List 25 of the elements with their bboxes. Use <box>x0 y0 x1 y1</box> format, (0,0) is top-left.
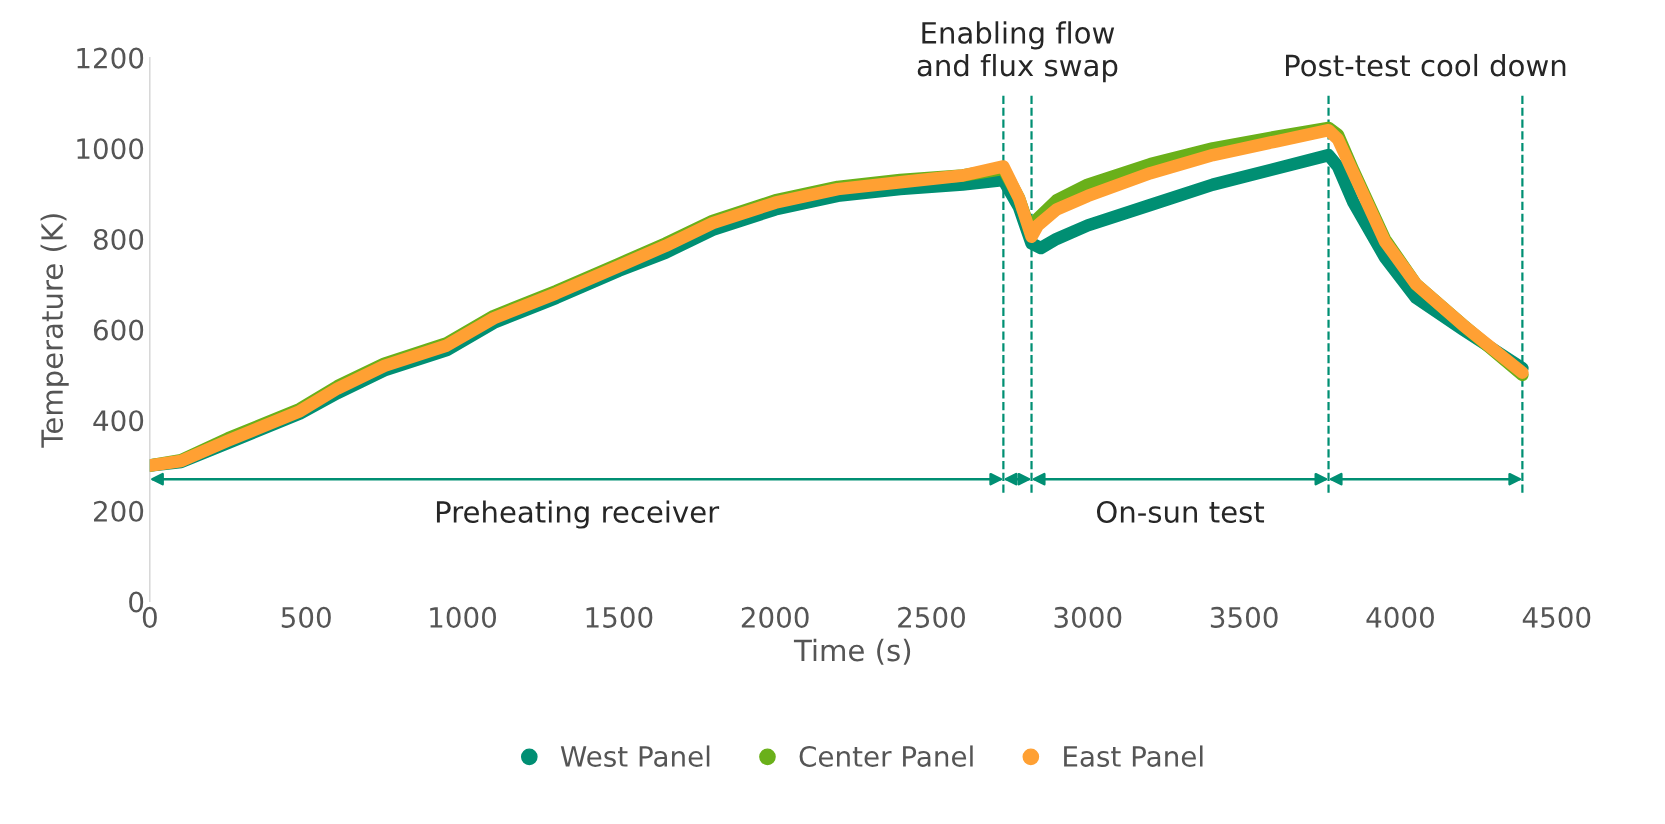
y-tick-label: 1200 <box>77 47 144 69</box>
x-tick-label: 3000 <box>1054 606 1122 628</box>
annotation: Preheating receiver <box>436 500 720 529</box>
y-tick-label: 0 <box>129 591 144 613</box>
x-tick-label: 3500 <box>1210 606 1278 628</box>
x-tick-label: 4000 <box>1366 606 1434 628</box>
y-axis-title: Temperature (K) <box>40 214 69 448</box>
y-tick-label: 600 <box>93 319 144 341</box>
x-tick-label: 2000 <box>741 606 809 628</box>
x-tick-label: 1000 <box>430 606 496 628</box>
y-tick-label: 1000 <box>77 138 144 160</box>
annotation: Post-test cool down <box>1286 53 1566 77</box>
legend-label: East Panel <box>1064 745 1203 767</box>
x-tick-label: 2500 <box>898 606 965 628</box>
legend-label: West Panel <box>560 745 710 767</box>
y-tick-label: 800 <box>93 228 144 250</box>
y-tick-label: 400 <box>93 410 144 432</box>
y-tick-label: 200 <box>94 500 144 522</box>
x-tick-label: 1500 <box>586 606 653 628</box>
annotation: Enabling flow and flux swap <box>917 21 1118 83</box>
x-axis-title: Time (s) <box>793 638 911 665</box>
x-tick-label: 500 <box>281 606 331 628</box>
annotation: On-sun test <box>1096 500 1265 523</box>
x-tick-label: 4500 <box>1522 606 1591 628</box>
legend-label: Center Panel <box>799 745 973 767</box>
